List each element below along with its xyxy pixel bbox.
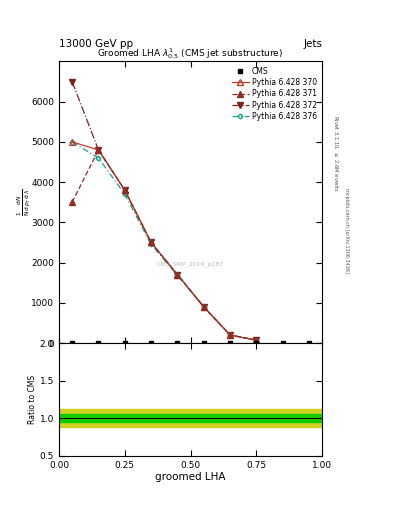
Text: 13000 GeV pp: 13000 GeV pp	[59, 38, 133, 49]
X-axis label: groomed LHA: groomed LHA	[155, 472, 226, 482]
Title: Groomed LHA $\lambda^{1}_{0.5}$ (CMS jet substructure): Groomed LHA $\lambda^{1}_{0.5}$ (CMS jet…	[97, 47, 284, 61]
Legend: CMS, Pythia 6.428 370, Pythia 6.428 371, Pythia 6.428 372, Pythia 6.428 376: CMS, Pythia 6.428 370, Pythia 6.428 371,…	[230, 65, 318, 122]
Text: mcplots.cern.ch [arXiv:1306.3436]: mcplots.cern.ch [arXiv:1306.3436]	[344, 188, 349, 273]
Text: Jets: Jets	[303, 38, 322, 49]
Text: CMS_SMP_2019_p187: CMS_SMP_2019_p187	[157, 261, 224, 267]
Text: Rivet 3.1.10, $\geq$ 2.6M events: Rivet 3.1.10, $\geq$ 2.6M events	[332, 115, 340, 192]
Bar	[59, 409, 322, 427]
Y-axis label: Ratio to CMS: Ratio to CMS	[28, 375, 37, 424]
Text: $\frac{1}{\mathrm{N}}\frac{\mathrm{d}N}{\mathrm{d}\,p_T\,\mathrm{d}\,\lambda}$: $\frac{1}{\mathrm{N}}\frac{\mathrm{d}N}{…	[16, 188, 33, 216]
Bar	[59, 414, 322, 422]
